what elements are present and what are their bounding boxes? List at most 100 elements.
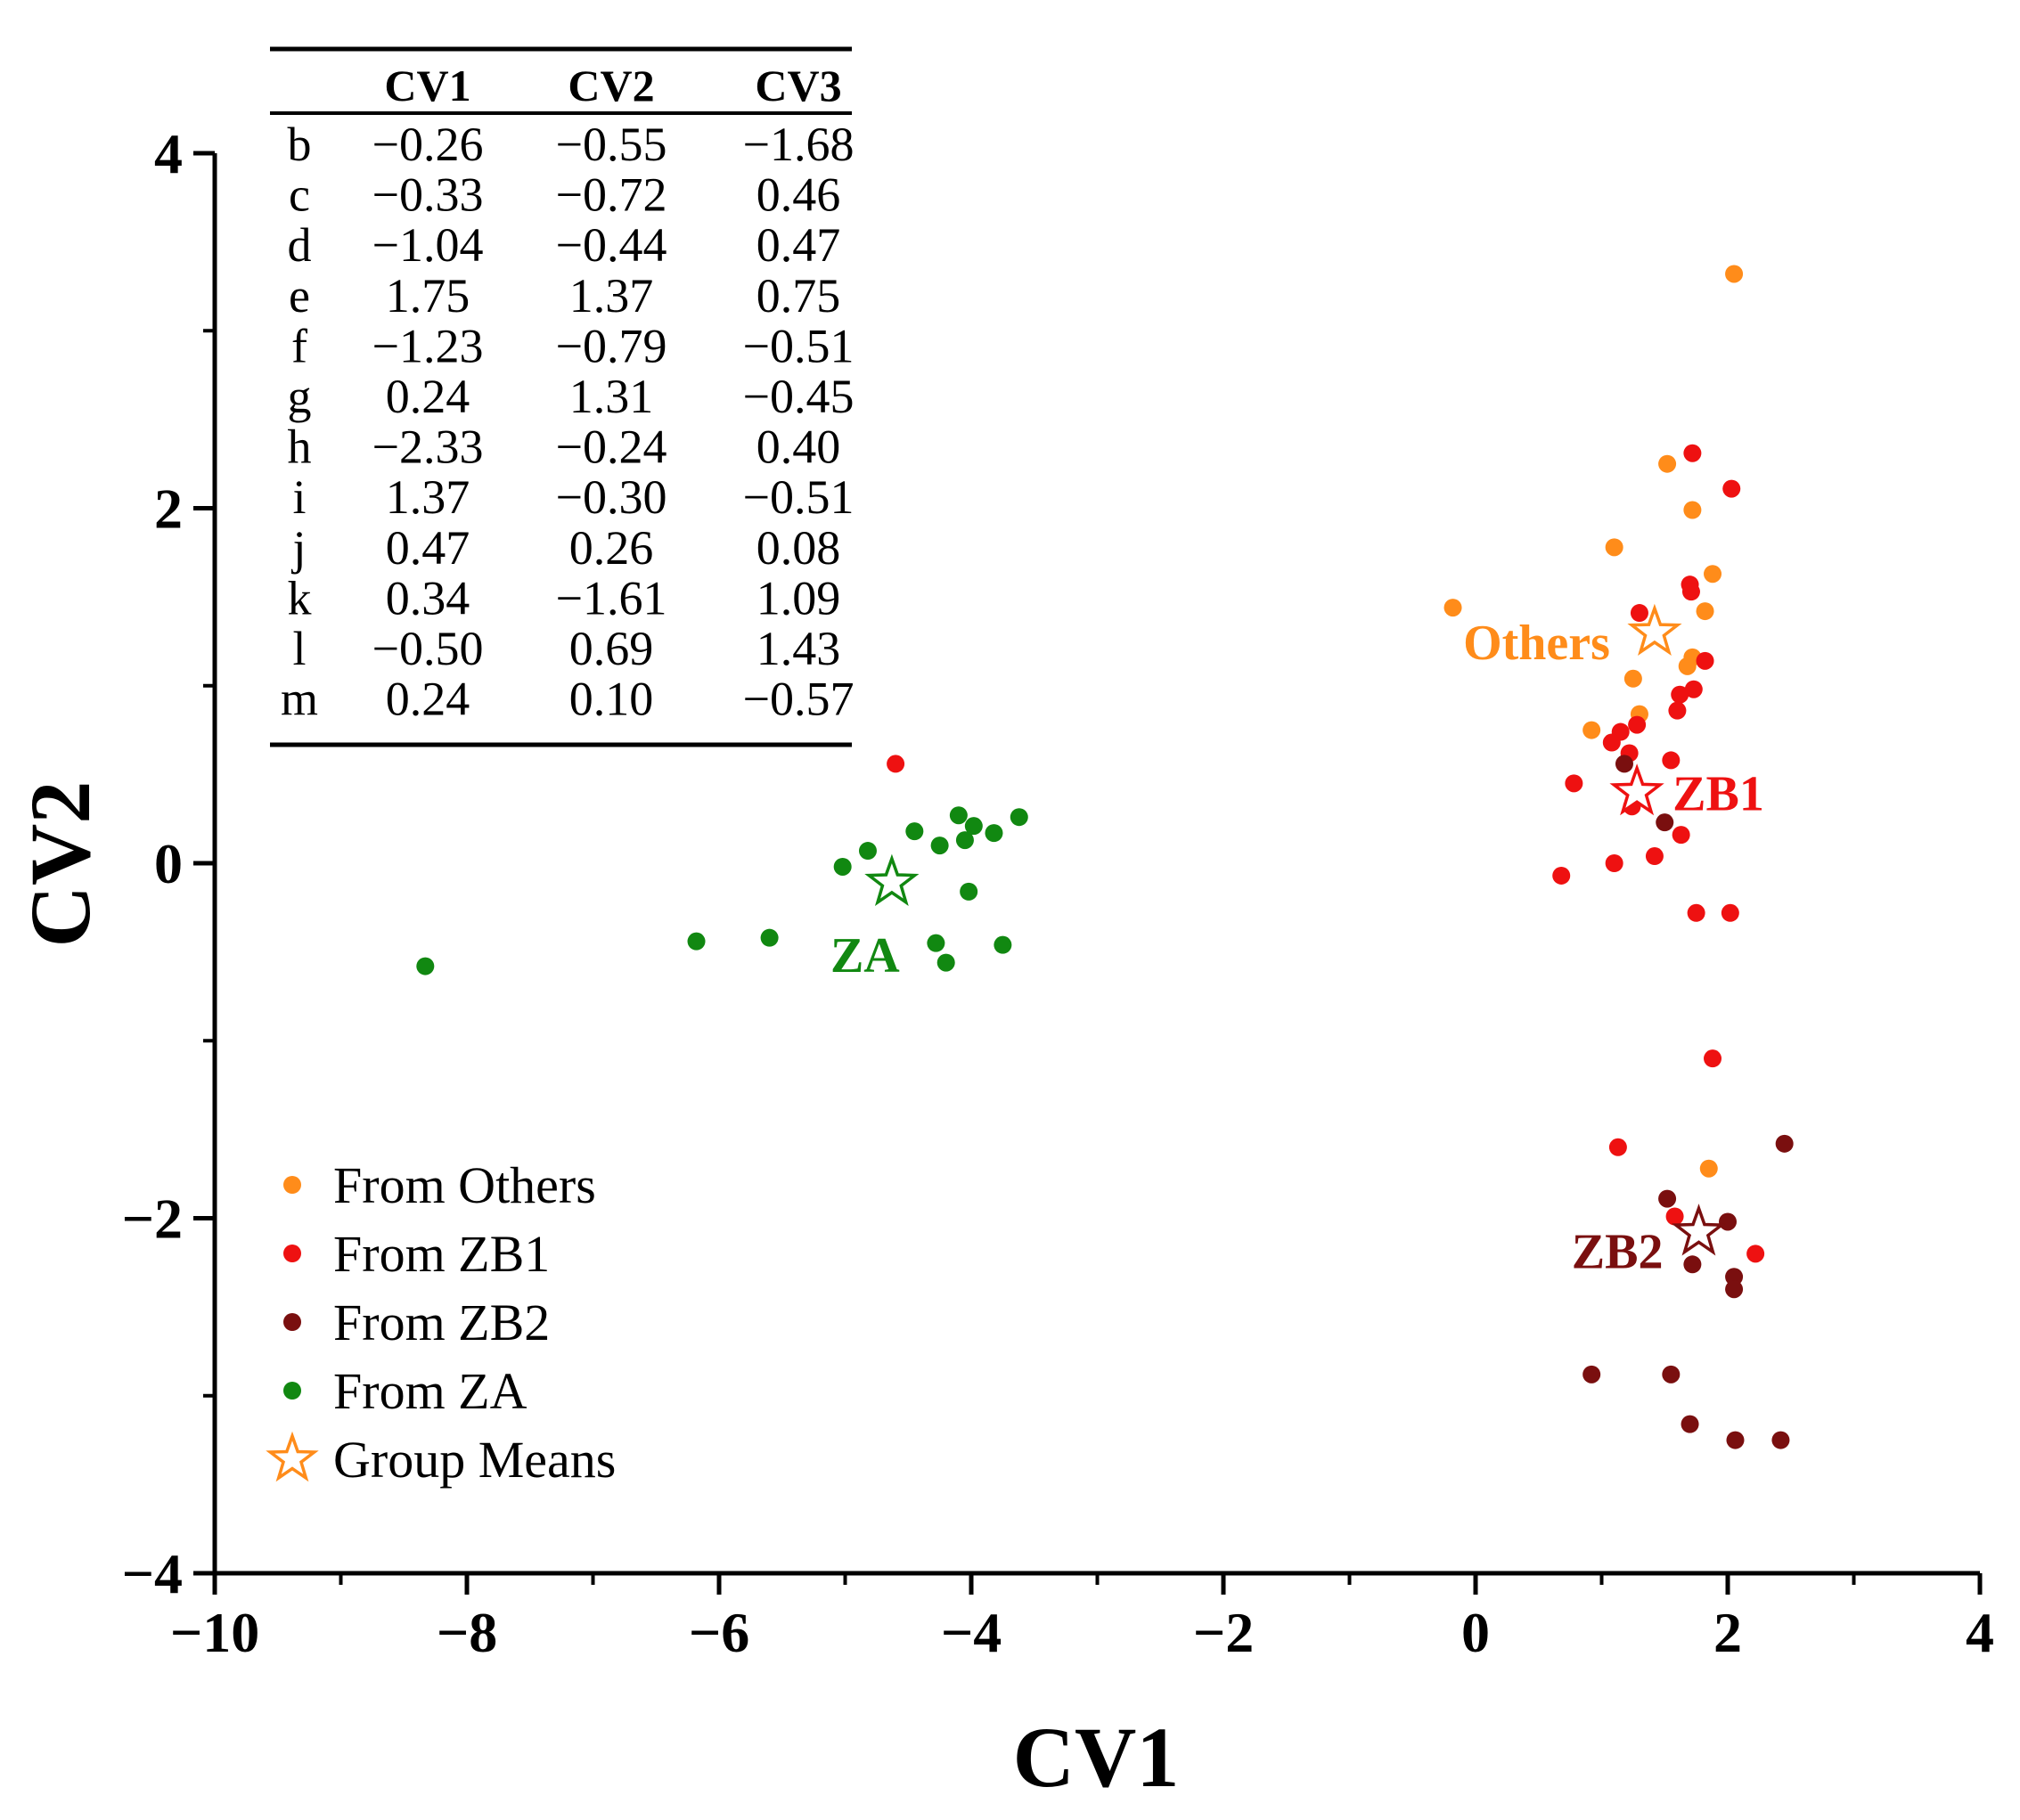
legend-label: Group Means — [333, 1431, 616, 1489]
table-cell: 0.24 — [386, 370, 470, 423]
data-point — [1725, 1268, 1744, 1286]
legend: From Others From ZB1 From ZB2 From ZA Group … — [266, 1156, 616, 1489]
table-cell: l — [292, 622, 306, 675]
table-cell: i — [292, 470, 306, 524]
data-point — [1582, 721, 1601, 739]
data-point — [1443, 599, 1462, 617]
data-point — [1668, 701, 1687, 720]
data-point — [1602, 733, 1621, 752]
legend-star-marker — [266, 1431, 319, 1482]
table-cell: −0.50 — [372, 622, 484, 675]
data-point — [760, 928, 779, 947]
data-point — [858, 842, 877, 861]
group-mean-star — [1671, 1204, 1727, 1256]
group-mean-label: Others — [1463, 616, 1610, 671]
table-cell: 1.09 — [756, 571, 841, 624]
data-point — [1672, 826, 1690, 845]
data-point — [1665, 1207, 1684, 1226]
data-point — [887, 755, 905, 773]
data-point — [833, 857, 852, 876]
table-cell: −0.51 — [743, 319, 855, 372]
legend-dot-marker — [283, 1313, 301, 1331]
data-point — [1683, 1255, 1702, 1274]
table-cell: −0.72 — [556, 168, 667, 222]
data-point — [1645, 847, 1664, 866]
table-cell: −1.61 — [556, 571, 667, 624]
data-point — [1725, 265, 1744, 283]
legend-label: From ZB1 — [333, 1225, 550, 1283]
data-point — [930, 837, 949, 855]
data-point — [1775, 1134, 1794, 1153]
data-point — [1658, 1189, 1677, 1208]
data-point — [1630, 604, 1648, 623]
table-cell: −0.57 — [743, 673, 855, 726]
data-point — [1687, 903, 1705, 922]
data-point — [1658, 454, 1677, 473]
table-cell: 0.08 — [756, 521, 841, 575]
y-tick-label: −4 — [122, 1542, 183, 1605]
data-point — [1704, 565, 1722, 584]
data-point — [1662, 751, 1681, 770]
data-point — [1725, 1280, 1744, 1299]
y-tick-label: 4 — [154, 122, 183, 185]
data-point — [1628, 715, 1647, 734]
data-point — [1671, 685, 1689, 704]
legend-label: From Others — [333, 1156, 596, 1214]
table-cell: 0.10 — [569, 673, 654, 726]
data-point — [1656, 813, 1674, 832]
data-point — [1615, 755, 1633, 773]
data-point — [936, 953, 955, 972]
table-header-cell: CV3 — [755, 61, 841, 110]
scatter-points — [416, 265, 1794, 1449]
table-cell: −0.24 — [556, 420, 667, 474]
data-point — [416, 957, 435, 975]
x-axis-title: CV1 — [1013, 1710, 1180, 1805]
table-cell: 1.31 — [569, 370, 654, 423]
table-cell: −0.44 — [556, 218, 667, 272]
group-mean-star — [1627, 603, 1682, 657]
data-point — [1681, 583, 1700, 601]
data-point — [1684, 680, 1703, 698]
data-point — [687, 932, 706, 951]
data-point — [1726, 1431, 1745, 1449]
group-mean-label: ZB1 — [1672, 766, 1764, 821]
table-cell: −1.04 — [372, 218, 484, 272]
table-cell: c — [289, 168, 310, 222]
data-point — [1683, 444, 1702, 462]
data-point — [960, 882, 978, 901]
table-cell: 0.47 — [756, 218, 841, 272]
legend-label: From ZB2 — [333, 1294, 550, 1351]
x-tick-label: −6 — [689, 1601, 749, 1664]
group-means: Others ZB1 ZA ZB2 — [830, 603, 1764, 1279]
data-point — [1010, 808, 1028, 827]
table-cell: −0.30 — [556, 470, 667, 524]
table-header-cell: CV2 — [568, 61, 654, 110]
x-tick-label: 0 — [1461, 1601, 1490, 1664]
data-point — [949, 806, 968, 825]
table-cell: 1.37 — [386, 470, 470, 524]
table-cell: −1.68 — [743, 118, 855, 171]
table-header-cell: CV1 — [384, 61, 470, 110]
data-point — [1683, 501, 1702, 519]
data-point — [1552, 866, 1571, 885]
data-point — [1681, 1415, 1699, 1433]
group-mean-label: ZA — [830, 928, 900, 983]
table-cell: −0.45 — [743, 370, 855, 423]
table-cell: 1.43 — [756, 622, 841, 675]
table-cell: 0.34 — [386, 571, 470, 624]
table-cell: m — [281, 673, 318, 726]
y-axis-title: CV2 — [12, 781, 108, 948]
x-tick-label: 2 — [1713, 1601, 1742, 1664]
data-point — [955, 831, 974, 850]
table-cell: b — [288, 118, 312, 171]
data-point — [1605, 538, 1623, 557]
table-cell: g — [288, 370, 312, 423]
x-tick-label: −2 — [1193, 1601, 1254, 1664]
data-point — [905, 822, 924, 841]
data-point — [1608, 1138, 1627, 1156]
y-tick-label: 2 — [154, 477, 183, 541]
table-cell: f — [291, 319, 307, 372]
data-point — [927, 934, 945, 952]
table-cell: 1.75 — [386, 269, 470, 322]
